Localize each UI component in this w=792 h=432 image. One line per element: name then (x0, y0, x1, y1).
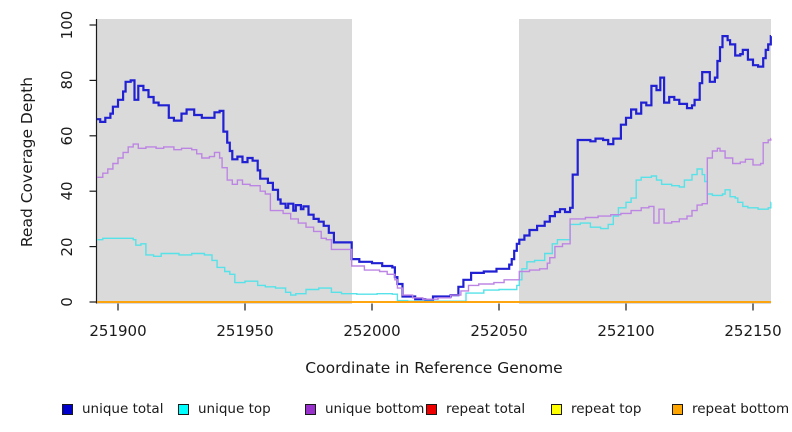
y-tick-label: 20 (58, 237, 76, 257)
legend-swatch-repeat-top (551, 403, 562, 415)
legend-label-unique-top: unique top (198, 401, 271, 417)
legend-item-repeat-total: repeat total (426, 399, 525, 419)
y-tick-label: 40 (58, 181, 76, 201)
highlight-band (351, 19, 520, 304)
legend-label-repeat-total: repeat total (446, 401, 526, 417)
y-tick-label: 60 (58, 126, 76, 146)
legend-swatch-unique-total (62, 403, 73, 415)
series-unique-bottom (97, 137, 772, 300)
x-tick-label: 251900 (89, 322, 147, 340)
x-tick-label: 252050 (470, 322, 528, 340)
legend-label-unique-bottom: unique bottom (325, 401, 425, 417)
series-unique-total (97, 35, 772, 302)
series-unique-top (97, 168, 772, 302)
y-axis-title: Read Coverage Depth (18, 76, 36, 248)
legend-item-repeat-bottom: repeat bottom (672, 399, 789, 419)
legend-item-unique-total: unique total (62, 399, 163, 419)
legend-label-unique-total: unique total (82, 401, 164, 417)
legend-swatch-repeat-bottom (672, 403, 683, 415)
legend-label-repeat-bottom: repeat bottom (692, 401, 790, 417)
x-tick-label: 252100 (597, 322, 655, 340)
y-tick-label: 100 (58, 10, 76, 40)
y-tick-label: 0 (58, 297, 76, 307)
legend-swatch-repeat-total (426, 403, 437, 415)
legend-swatch-unique-bottom (305, 403, 316, 415)
y-tick-label: 80 (58, 70, 76, 90)
legend-item-unique-top: unique top (178, 399, 271, 419)
x-tick-label: 252000 (343, 322, 401, 340)
legend-swatch-unique-top (178, 403, 189, 415)
x-tick-label: 251950 (216, 322, 274, 340)
x-axis-title: Coordinate in Reference Genome (305, 359, 563, 377)
legend-item-repeat-top: repeat top (551, 399, 641, 419)
x-tick-label: 252150 (724, 322, 782, 340)
legend-item-unique-bottom: unique bottom (305, 399, 424, 419)
legend-label-repeat-top: repeat top (571, 401, 642, 417)
